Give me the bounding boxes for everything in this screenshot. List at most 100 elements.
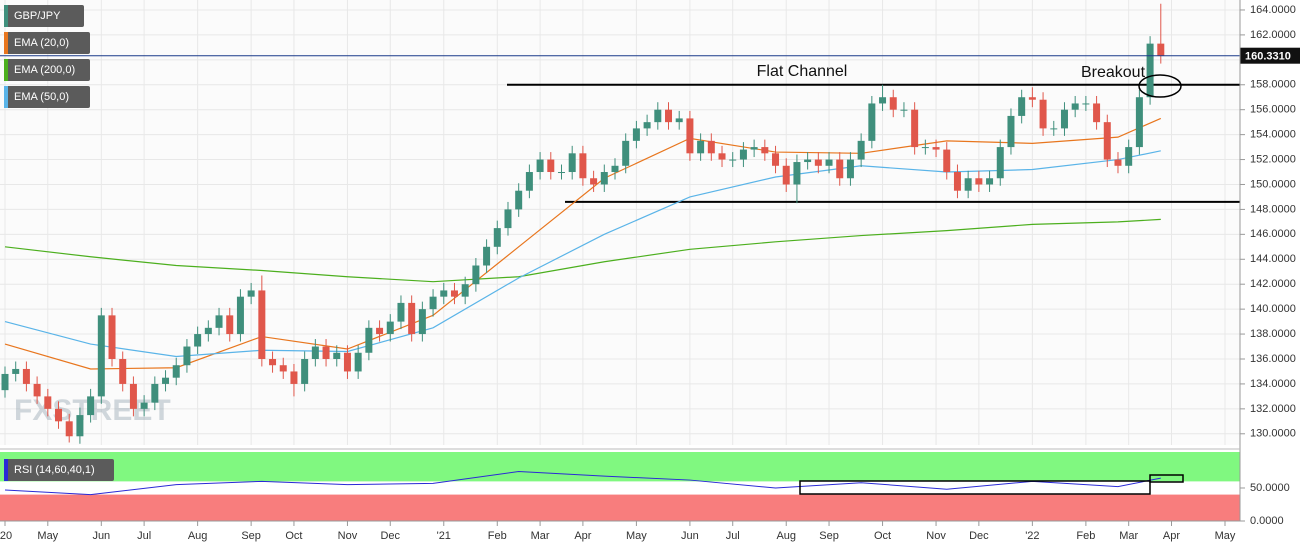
y-tick-label: 142.0000	[1250, 278, 1296, 290]
candle-body	[1157, 43, 1165, 56]
x-tick-label: Jun	[92, 530, 110, 542]
candle-body	[675, 118, 683, 123]
candle-body	[921, 147, 929, 149]
x-tick-label: Dec	[969, 530, 989, 542]
candle-body	[408, 302, 416, 335]
candle-body	[632, 128, 640, 141]
candle-body	[1125, 147, 1133, 166]
candle-body	[782, 165, 790, 185]
x-tick-label: Mar	[531, 530, 550, 542]
x-tick-label: May	[626, 530, 647, 542]
candle-body	[269, 358, 277, 366]
candle-body	[215, 315, 223, 328]
y-tick-label: 146.0000	[1250, 228, 1296, 240]
breakout-circle	[1138, 74, 1182, 98]
candle-body	[900, 109, 908, 111]
candle-body	[162, 377, 170, 384]
x-tick-label: '21	[437, 530, 451, 542]
candle-body	[55, 408, 63, 422]
x-tick-label: Apr	[574, 530, 591, 542]
candle-body	[440, 290, 448, 297]
y-tick-label: 134.0000	[1250, 378, 1296, 390]
candle-body	[418, 309, 426, 335]
candle-body	[504, 209, 512, 229]
candle-body	[718, 153, 726, 160]
y-tick-label: 148.0000	[1250, 203, 1296, 215]
candle-body	[290, 371, 298, 384]
legend-box	[4, 459, 114, 481]
rsi-lower-zone	[0, 494, 1240, 521]
y-tick-label: 136.0000	[1250, 353, 1296, 365]
candle-body	[750, 147, 758, 150]
candle-body	[643, 122, 651, 129]
candle-body	[814, 159, 822, 166]
candle-body	[461, 284, 469, 297]
y-tick-label: 138.0000	[1250, 328, 1296, 340]
candle-body	[622, 140, 630, 166]
candle-body	[729, 159, 737, 161]
candle-body	[707, 140, 715, 154]
candle-body	[301, 358, 309, 384]
legend-swatch	[4, 86, 8, 108]
y-tick-label: 164.0000	[1250, 4, 1296, 16]
candle-body	[1093, 103, 1101, 123]
candle-body	[472, 265, 480, 285]
legend-label: EMA (50,0)	[14, 91, 69, 103]
x-tick-label: Feb	[1076, 530, 1095, 542]
candle-body	[932, 147, 940, 150]
candle-body	[1071, 103, 1079, 110]
x-tick-label: Sep	[241, 530, 261, 542]
candle-body	[1, 373, 9, 391]
candle-body	[889, 97, 897, 110]
candle-body	[686, 118, 694, 154]
candle-body	[600, 172, 608, 185]
candle-body	[151, 383, 159, 403]
x-tick-label: Feb	[488, 530, 507, 542]
candle-body	[697, 140, 705, 154]
candle-body	[333, 352, 341, 359]
candle-body	[611, 165, 619, 173]
candle-body	[140, 402, 148, 409]
y-tick-label: 0.0000	[1250, 515, 1284, 527]
candle-body	[1050, 128, 1058, 130]
candle-body	[33, 383, 41, 397]
legend-swatch	[4, 32, 8, 54]
candle-body	[1082, 103, 1090, 105]
candle-body	[654, 109, 662, 123]
legend-label: RSI (14,60,40,1)	[14, 464, 95, 476]
candle-body	[793, 162, 801, 185]
candle-body	[322, 346, 330, 359]
x-tick-label: Jun	[681, 530, 699, 542]
legend-label: EMA (200,0)	[14, 64, 75, 76]
candle-body	[483, 246, 491, 266]
candle-body	[557, 172, 565, 174]
candle-body	[1018, 97, 1026, 116]
candle-body	[429, 296, 437, 310]
x-tick-label: Sep	[819, 530, 839, 542]
legend-swatch	[4, 59, 8, 81]
candle-body	[279, 365, 287, 372]
y-tick-label: 162.0000	[1250, 29, 1296, 41]
candle-body	[204, 327, 212, 335]
legend-swatch	[4, 459, 8, 481]
x-tick-label: Nov	[338, 530, 358, 542]
y-tick-label: 130.0000	[1250, 428, 1296, 440]
candle-body	[825, 159, 833, 166]
x-tick-label: Apr	[1163, 530, 1180, 542]
y-tick-label: 140.0000	[1250, 303, 1296, 315]
x-tick-label: Oct	[874, 530, 891, 542]
x-tick-label: Nov	[926, 530, 946, 542]
candle-body	[450, 290, 458, 297]
candle-body	[172, 365, 180, 378]
candle-body	[65, 421, 73, 437]
y-tick-label: 50.0000	[1250, 482, 1290, 494]
candle-body	[397, 302, 405, 322]
candle-body	[87, 396, 95, 416]
rsi-box	[799, 480, 1151, 495]
candle-body	[879, 97, 887, 104]
candle-body	[964, 178, 972, 191]
candle-body	[547, 159, 555, 173]
candle-body	[493, 228, 501, 247]
candle-body	[194, 334, 202, 347]
candle-body	[376, 327, 384, 335]
